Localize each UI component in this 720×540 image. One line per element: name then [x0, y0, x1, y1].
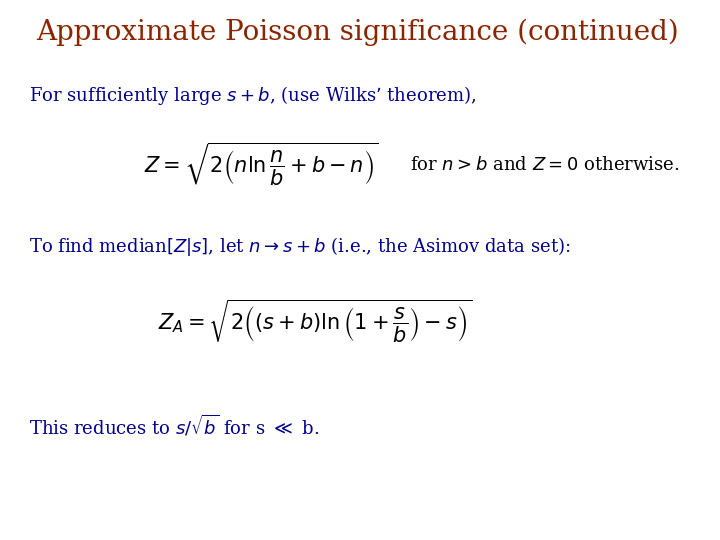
- Text: Approximate Poisson significance (continued): Approximate Poisson significance (contin…: [36, 19, 679, 46]
- Text: for $n > b$ and $Z = 0$ otherwise.: for $n > b$ and $Z = 0$ otherwise.: [410, 156, 680, 174]
- Text: For sufficiently large $s + b$, (use Wilks’ theorem),: For sufficiently large $s + b$, (use Wil…: [29, 84, 476, 107]
- Text: $Z_A = \sqrt{2\left((s+b)\ln\left(1+\dfrac{s}{b}\right) - s\right)}$: $Z_A = \sqrt{2\left((s+b)\ln\left(1+\dfr…: [158, 298, 473, 345]
- Text: $Z = \sqrt{2\left(n\ln\dfrac{n}{b} + b - n\right)}$: $Z = \sqrt{2\left(n\ln\dfrac{n}{b} + b -…: [144, 141, 379, 188]
- Text: This reduces to $s/\sqrt{b}$ for s $\ll$ b.: This reduces to $s/\sqrt{b}$ for s $\ll$…: [29, 413, 319, 438]
- Text: To find median$[Z|s]$, let $n \rightarrow s + b$ (i.e., the Asimov data set):: To find median$[Z|s]$, let $n \rightarro…: [29, 235, 570, 258]
